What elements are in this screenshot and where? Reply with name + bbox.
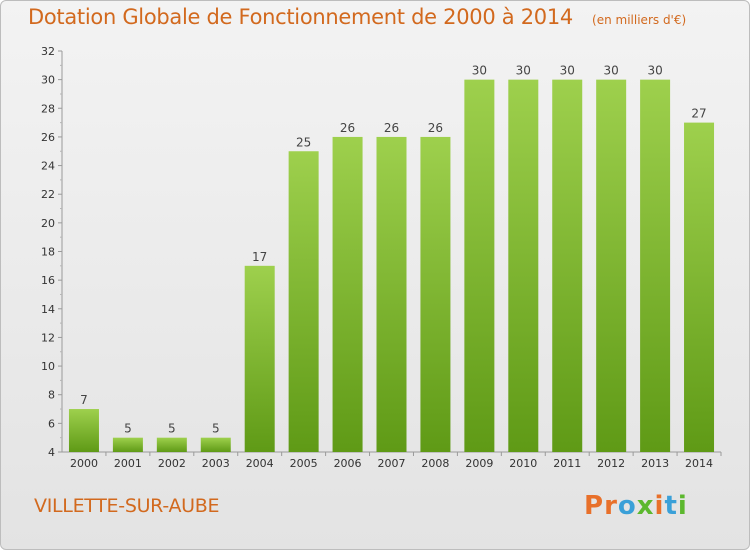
data-label: 26 [428,121,443,135]
bar [200,437,231,452]
bars [68,79,715,453]
x-tick-label: 2008 [421,457,449,470]
bar [464,79,495,453]
x-tick-label: 2011 [553,457,581,470]
x-tick-label: 2010 [509,457,537,470]
x-tick-label: 2001 [114,457,142,470]
bar [508,79,539,453]
data-label: 30 [516,64,531,78]
x-tick-label: 2004 [246,457,274,470]
bar [156,437,187,452]
data-label: 30 [472,64,487,78]
bar [112,437,143,452]
data-label: 5 [168,422,176,436]
x-tick-label: 2002 [158,457,186,470]
y-tick-label: 18 [41,246,55,259]
data-label: 27 [691,107,706,121]
chart-subtitle: (en milliers d'€) [592,13,687,27]
y-tick-label: 4 [48,446,55,459]
bar [640,79,671,453]
bar [552,79,583,453]
x-tick-label: 2013 [641,457,669,470]
y-tick-label: 6 [48,417,55,430]
bar [376,136,407,452]
y-tick-label: 20 [41,217,55,230]
y-tick-label: 10 [41,360,55,373]
y-tick-label: 8 [48,389,55,402]
proxiti-logo: Proxiti [584,491,688,521]
x-tick-label: 2014 [685,457,713,470]
data-label: 25 [296,135,311,149]
data-label: 5 [212,422,220,436]
bar [332,136,363,452]
logo-letter: i [677,491,688,521]
logo-letter: r [604,491,618,521]
data-label: 17 [252,250,267,264]
data-label: 26 [384,121,399,135]
y-tick-label: 24 [41,160,55,173]
logo-letter: x [636,491,655,521]
x-tick-label: 2005 [290,457,318,470]
logo-letter: i [654,491,665,521]
y-tick-label: 12 [41,331,55,344]
bar [596,79,627,453]
x-tick-label: 2006 [334,457,362,470]
data-labels: 7 5 5 5 17 25 26 26 26 30 30 30 30 30 27 [80,64,707,436]
y-tick-label: 30 [41,74,55,87]
logo-letter: P [584,491,605,521]
y-tick-label: 16 [41,274,55,287]
logo-letter: o [617,491,637,521]
chart-title: Dotation Globale de Fonctionnement de 20… [28,5,573,29]
commune-name: VILLETTE-SUR-AUBE [34,495,220,517]
bar [68,409,99,452]
x-tick-label: 2009 [465,457,493,470]
y-tick-label: 22 [41,188,55,201]
data-label: 30 [560,64,575,78]
x-tick-label: 2007 [378,457,406,470]
data-label: 26 [340,121,355,135]
axes: 4 6 8 10 12 14 16 18 20 22 24 26 28 30 32 2000 2001 2002 2… [41,45,722,470]
data-label: 30 [604,64,619,78]
bar [244,265,275,452]
bar [420,136,451,452]
bar [684,122,715,452]
y-tick-label: 28 [41,102,55,115]
data-label: 30 [647,64,662,78]
title-row: Dotation Globale de Fonctionnement de 20… [28,5,686,29]
y-tick-label: 32 [41,45,55,58]
y-tick-label: 14 [41,303,55,316]
data-label: 5 [124,422,132,436]
y-tick-label: 26 [41,131,55,144]
logo-letter: t [664,491,678,521]
x-tick-label: 2000 [70,457,98,470]
x-tick-label: 2003 [202,457,230,470]
x-tick-label: 2012 [597,457,625,470]
data-label: 7 [80,393,88,407]
bar [288,151,319,452]
